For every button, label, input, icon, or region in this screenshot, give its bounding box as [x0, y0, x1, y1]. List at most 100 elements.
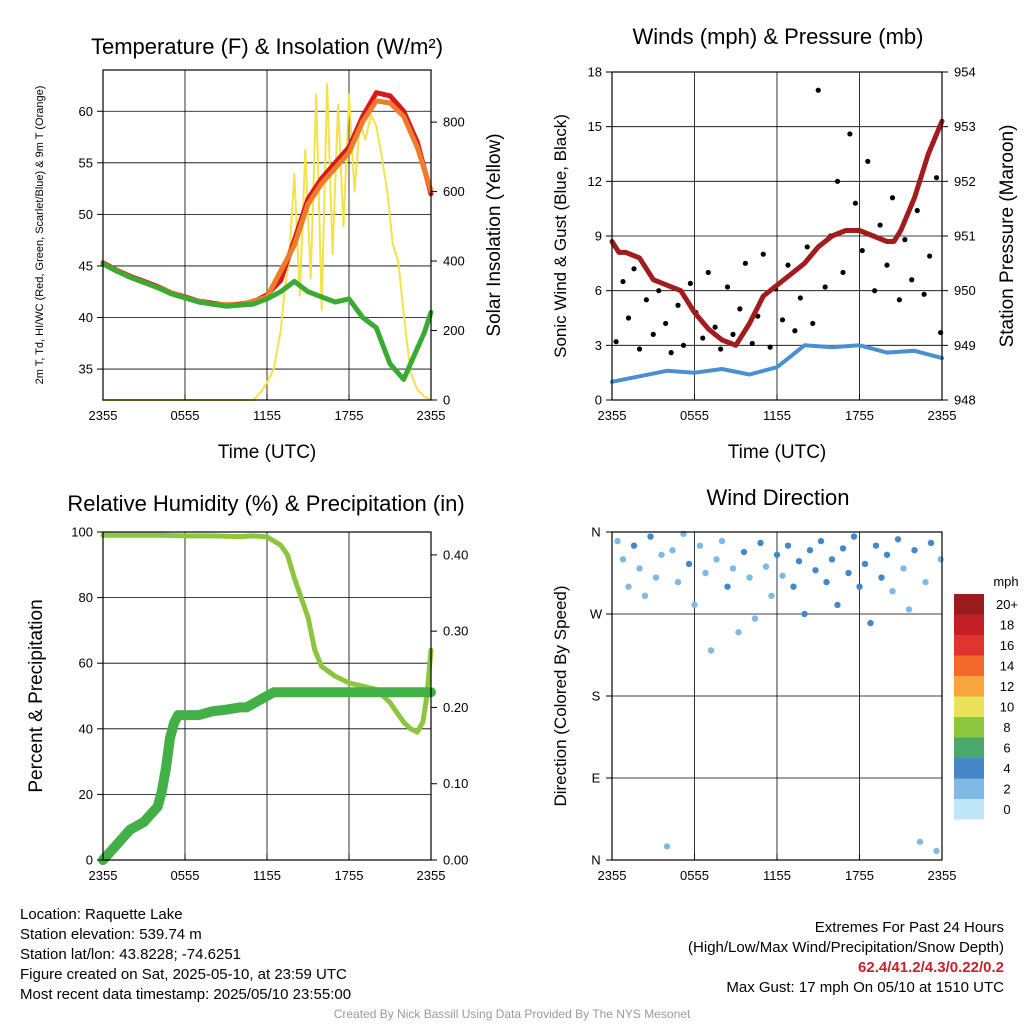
x-tick-label: 0555	[680, 868, 709, 883]
gust-point	[675, 302, 681, 308]
temperature-panel: Temperature (F) & Insolation (W/m²) 2355…	[34, 34, 505, 463]
x-tick-label: 1755	[335, 868, 364, 883]
wind-direction-point	[834, 601, 841, 609]
wind-direction-point	[641, 592, 649, 599]
y-tick-label: 60	[79, 656, 93, 671]
wind-direction-point	[889, 588, 896, 595]
insolation-series-line	[102, 82, 432, 401]
y-tick-label: 18	[588, 65, 602, 80]
colorbar-label: 18	[1000, 618, 1014, 633]
wind-direction-point	[850, 533, 858, 540]
gust-point	[705, 269, 711, 276]
wind-direction-point	[718, 537, 726, 545]
winds-x-axis-label: Time (UTC)	[728, 442, 827, 463]
gust-point	[620, 278, 626, 285]
credit-text: Created By Nick Bassill Using Data Provi…	[333, 1007, 691, 1021]
wind-direction-point	[619, 556, 627, 563]
x-tick-label: 2355	[598, 868, 627, 883]
pressure-series-line	[609, 118, 945, 348]
wind-direction-point	[900, 565, 907, 572]
y-tick-label: 35	[79, 362, 93, 377]
gust-point	[896, 297, 902, 303]
colorbar-label: 10	[1000, 700, 1014, 715]
wind-direction-point	[801, 610, 808, 618]
colorbar-swatch	[954, 635, 984, 656]
wind-direction-point	[790, 583, 797, 590]
x-tick-label: 1155	[253, 408, 281, 423]
gust-point	[663, 320, 669, 327]
wind-direction-point	[647, 533, 654, 540]
wind-direction-point	[872, 542, 880, 549]
x-tick-label: 1155	[763, 868, 791, 883]
x-tick-label: 0555	[171, 868, 200, 883]
gust-point	[724, 284, 731, 290]
location-text: Location: Raquette Lake	[20, 906, 183, 923]
y-tick-label: 50	[79, 207, 93, 222]
temperature-y-axis-label: 2m T, Td, HI/WC (Red, Green, Scarlet/Blu…	[34, 86, 46, 385]
y-right-tick-label: 0.20	[443, 700, 468, 715]
direction-tick-label: S	[592, 689, 601, 704]
direction-tick-label: N	[591, 525, 600, 540]
wind-direction-point	[762, 563, 770, 570]
wind-direction-point	[784, 542, 792, 549]
wind-direction-point	[652, 574, 660, 581]
gust-point	[872, 288, 878, 294]
wind-direction-point	[922, 578, 929, 586]
colorbar-swatch	[954, 778, 984, 799]
wind-direction-point	[883, 551, 891, 558]
colorbar-label: 6	[1003, 741, 1010, 756]
wind-direction-point	[691, 601, 698, 609]
colorbar-swatch	[954, 737, 984, 758]
gust-point	[687, 280, 693, 286]
y-tick-label: 0	[595, 393, 602, 408]
humidity-panel: Relative Humidity (%) & Precipitation (i…	[26, 491, 468, 883]
colorbar-label: 16	[1000, 638, 1014, 653]
gust-point	[921, 291, 927, 297]
wind-direction-point	[740, 548, 748, 556]
gust-point	[767, 344, 773, 350]
wind-series-line	[610, 343, 944, 384]
gust-point	[643, 297, 649, 303]
x-tick-label: 1755	[335, 408, 364, 423]
latlon-text: Station lat/lon: 43.8228; -74.6251	[20, 946, 242, 963]
x-tick-label: 0555	[171, 408, 200, 423]
colorbar-swatch	[954, 594, 984, 615]
gust-point	[834, 178, 841, 184]
gust-point	[631, 266, 637, 272]
wind-direction-point	[927, 539, 935, 547]
gust-point	[730, 331, 736, 337]
colorbar-label: 0	[1003, 802, 1010, 817]
winds-pressure-panel: Winds (mph) & Pressure (mb) 2355 0555 1155…	[551, 24, 1018, 463]
wind-direction-point	[630, 542, 638, 549]
gust-point	[718, 346, 724, 352]
wind-direction-point	[724, 583, 731, 590]
temperature-panel-title: Temperature (F) & Insolation (W/m²)	[91, 34, 443, 59]
wind-direction-point	[911, 547, 918, 554]
x-tick-label: 2355	[417, 408, 446, 423]
winds-panel-title: Winds (mph) & Pressure (mb)	[633, 24, 924, 49]
direction-tick-label: E	[592, 771, 601, 786]
gust-point	[852, 200, 858, 206]
humidity-panel-title: Relative Humidity (%) & Precipitation (i…	[67, 491, 464, 516]
wind-direction-point	[806, 547, 814, 554]
wind-direction-point	[614, 537, 621, 545]
x-tick-label: 2355	[89, 408, 118, 423]
y-right-tick-label: 400	[443, 254, 465, 269]
colorbar-swatch	[954, 676, 984, 697]
wind-direction-point	[856, 583, 863, 590]
wind-direction-point	[735, 629, 742, 636]
x-tick-label: 2355	[598, 408, 627, 423]
colorbar-label: 8	[1003, 720, 1010, 735]
y-tick-label: 55	[79, 155, 93, 170]
y-tick-label: 6	[595, 283, 602, 298]
gust-point	[700, 335, 706, 341]
gust-point	[742, 260, 748, 266]
wind-direction-point	[702, 569, 709, 577]
wind-direction-panel: Wind Direction 2355 0555 1155 1755 2355NESWN…	[551, 485, 1019, 883]
y-tick-label: 80	[79, 590, 93, 605]
y-tick-label: 9	[595, 229, 602, 244]
extremes-values: 62.4/41.2/4.3/0.22/0.2	[858, 959, 1004, 976]
wind-direction-point	[823, 578, 830, 586]
wind-direction-point	[812, 567, 819, 574]
